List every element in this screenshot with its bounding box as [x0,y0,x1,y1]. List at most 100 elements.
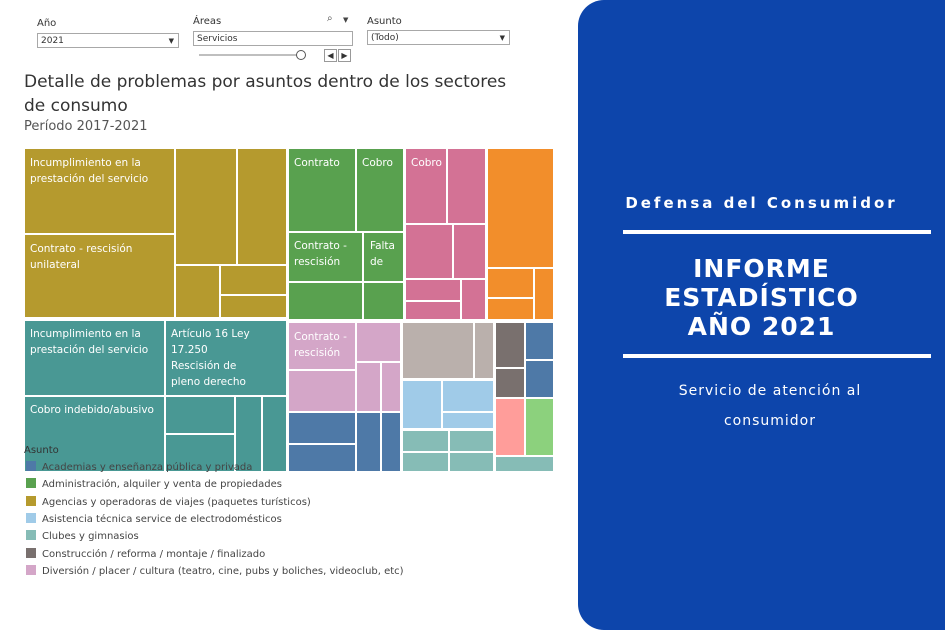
treemap-cell[interactable] [442,380,494,412]
treemap-label: Contrato [294,157,340,169]
year-value: 2021 [41,36,64,46]
treemap-cell[interactable] [534,268,554,320]
legend-item[interactable]: Construcción / reforma / montaje / final… [26,548,265,562]
topic-filter-label: Asunto [367,16,402,27]
treemap-cell[interactable] [237,148,287,265]
report-title-line: AÑO 2021 [687,312,836,341]
legend-label: Construcción / reforma / montaje / final… [42,549,266,560]
treemap-cell[interactable] [24,234,175,318]
treemap-cell[interactable] [356,362,381,412]
treemap-cell[interactable] [405,301,461,320]
legend-item[interactable]: Academias y enseñanza pública y privada [26,461,252,475]
legend-title: Asunto [24,445,59,456]
treemap-cell[interactable] [220,295,287,318]
areas-slider-track[interactable] [199,54,301,56]
treemap-cell[interactable] [262,396,287,472]
previous-icon[interactable]: ◀ [324,49,337,62]
areas-slider-handle[interactable] [296,50,306,60]
treemap-cell[interactable] [495,322,525,368]
report-title-line: INFORME [693,254,830,283]
treemap-cell[interactable] [165,320,287,396]
treemap-cell[interactable] [288,282,363,320]
treemap-cell[interactable] [487,298,534,320]
report-cover-panel: Defensa del Consumidor INFORME ESTADÍSTI… [578,0,945,630]
treemap-cell[interactable] [453,224,486,279]
chevron-down-icon: ▼ [499,34,505,42]
treemap-cell[interactable] [474,322,494,379]
treemap-cell[interactable] [288,148,356,232]
organization-name: Defensa del Consumidor [625,194,898,212]
treemap-cell[interactable] [487,268,534,298]
treemap-cell[interactable] [405,224,453,279]
treemap-cell[interactable] [402,322,474,379]
dashboard-subtitle: Período 2017-2021 [24,119,148,134]
treemap-cell[interactable] [402,380,442,429]
treemap-cell[interactable] [235,396,262,472]
treemap-cell[interactable] [447,148,486,224]
legend-label: Agencias y operadoras de viajes (paquete… [42,497,311,508]
treemap-cell[interactable] [288,232,363,282]
legend-item[interactable]: Administración, alquiler y venta de prop… [26,478,282,492]
treemap-cell[interactable] [405,279,461,301]
chevron-down-icon[interactable]: ▼ [343,16,349,24]
treemap-label: Incumplimiento en la prestación del serv… [30,157,149,185]
legend-item[interactable]: Asistencia técnica service de electrodom… [26,513,282,527]
legend-item[interactable]: Diversión / placer / cultura (teatro, ci… [26,565,404,579]
treemap-cell[interactable] [363,282,404,320]
treemap-cell[interactable] [495,398,525,456]
treemap-cell[interactable] [402,430,449,452]
treemap-cell[interactable] [288,412,356,444]
treemap-cell[interactable] [442,412,494,429]
treemap-cell[interactable] [288,370,356,412]
treemap-cell[interactable] [24,320,165,396]
treemap-cell[interactable] [449,452,494,472]
areas-input[interactable]: Servicios [193,31,353,46]
search-icon[interactable]: ⌕ [327,13,333,24]
legend-label: Diversión / placer / cultura (teatro, ci… [42,566,404,577]
treemap-cell[interactable] [165,396,235,434]
treemap-cell[interactable] [402,452,449,472]
divider [623,354,931,358]
legend-swatch [26,461,36,471]
treemap-cell[interactable] [381,412,401,472]
treemap-cell[interactable] [495,368,525,398]
treemap-cell[interactable] [24,396,165,472]
treemap-cell[interactable] [288,322,356,370]
legend-swatch [26,513,36,523]
treemap-label: Cobro [411,157,442,169]
treemap-cell[interactable] [363,232,404,282]
next-icon[interactable]: ▶ [338,49,351,62]
topic-dropdown[interactable]: (Todo) ▼ [367,30,510,45]
treemap-cell[interactable] [525,398,554,456]
legend-item[interactable]: Agencias y operadoras de viajes (paquete… [26,496,311,510]
legend-item[interactable]: Clubes y gimnasios [26,530,139,544]
treemap-label: Contrato - rescisión [294,240,347,268]
legend-label: Administración, alquiler y venta de prop… [42,479,282,490]
treemap-cell[interactable] [449,430,494,452]
legend-label: Academias y enseñanza pública y privada [42,462,253,473]
treemap-cell[interactable] [405,148,447,224]
year-dropdown[interactable]: 2021 ▼ [37,33,179,48]
treemap-cell[interactable] [356,412,381,472]
treemap-cell[interactable] [288,444,356,472]
treemap-cell[interactable] [525,360,554,398]
dashboard-panel: Año 2021 ▼ Áreas ⌕ ▼ Servicios ◀ ▶ Asunt… [17,0,577,620]
treemap-label: Incumplimiento en la prestación del serv… [30,328,149,356]
report-title-line: ESTADÍSTICO [664,283,859,312]
treemap-cell[interactable] [220,265,287,295]
treemap-cell[interactable] [165,434,235,472]
treemap-cell[interactable] [356,322,401,362]
treemap-cell[interactable] [175,265,220,318]
treemap-chart: Incumplimiento en la prestación del serv… [24,148,554,472]
treemap-cell[interactable] [461,279,486,320]
treemap-cell[interactable] [381,362,401,412]
treemap-cell[interactable] [525,322,554,360]
treemap-cell[interactable] [356,148,404,232]
treemap-cell[interactable] [175,148,237,265]
treemap-cell[interactable] [24,148,175,234]
report-title: INFORME ESTADÍSTICO AÑO 2021 [578,254,945,341]
chevron-down-icon: ▼ [168,37,174,45]
treemap-cell[interactable] [487,148,554,268]
areas-filter-label: Áreas [193,16,222,27]
treemap-cell[interactable] [495,456,554,472]
